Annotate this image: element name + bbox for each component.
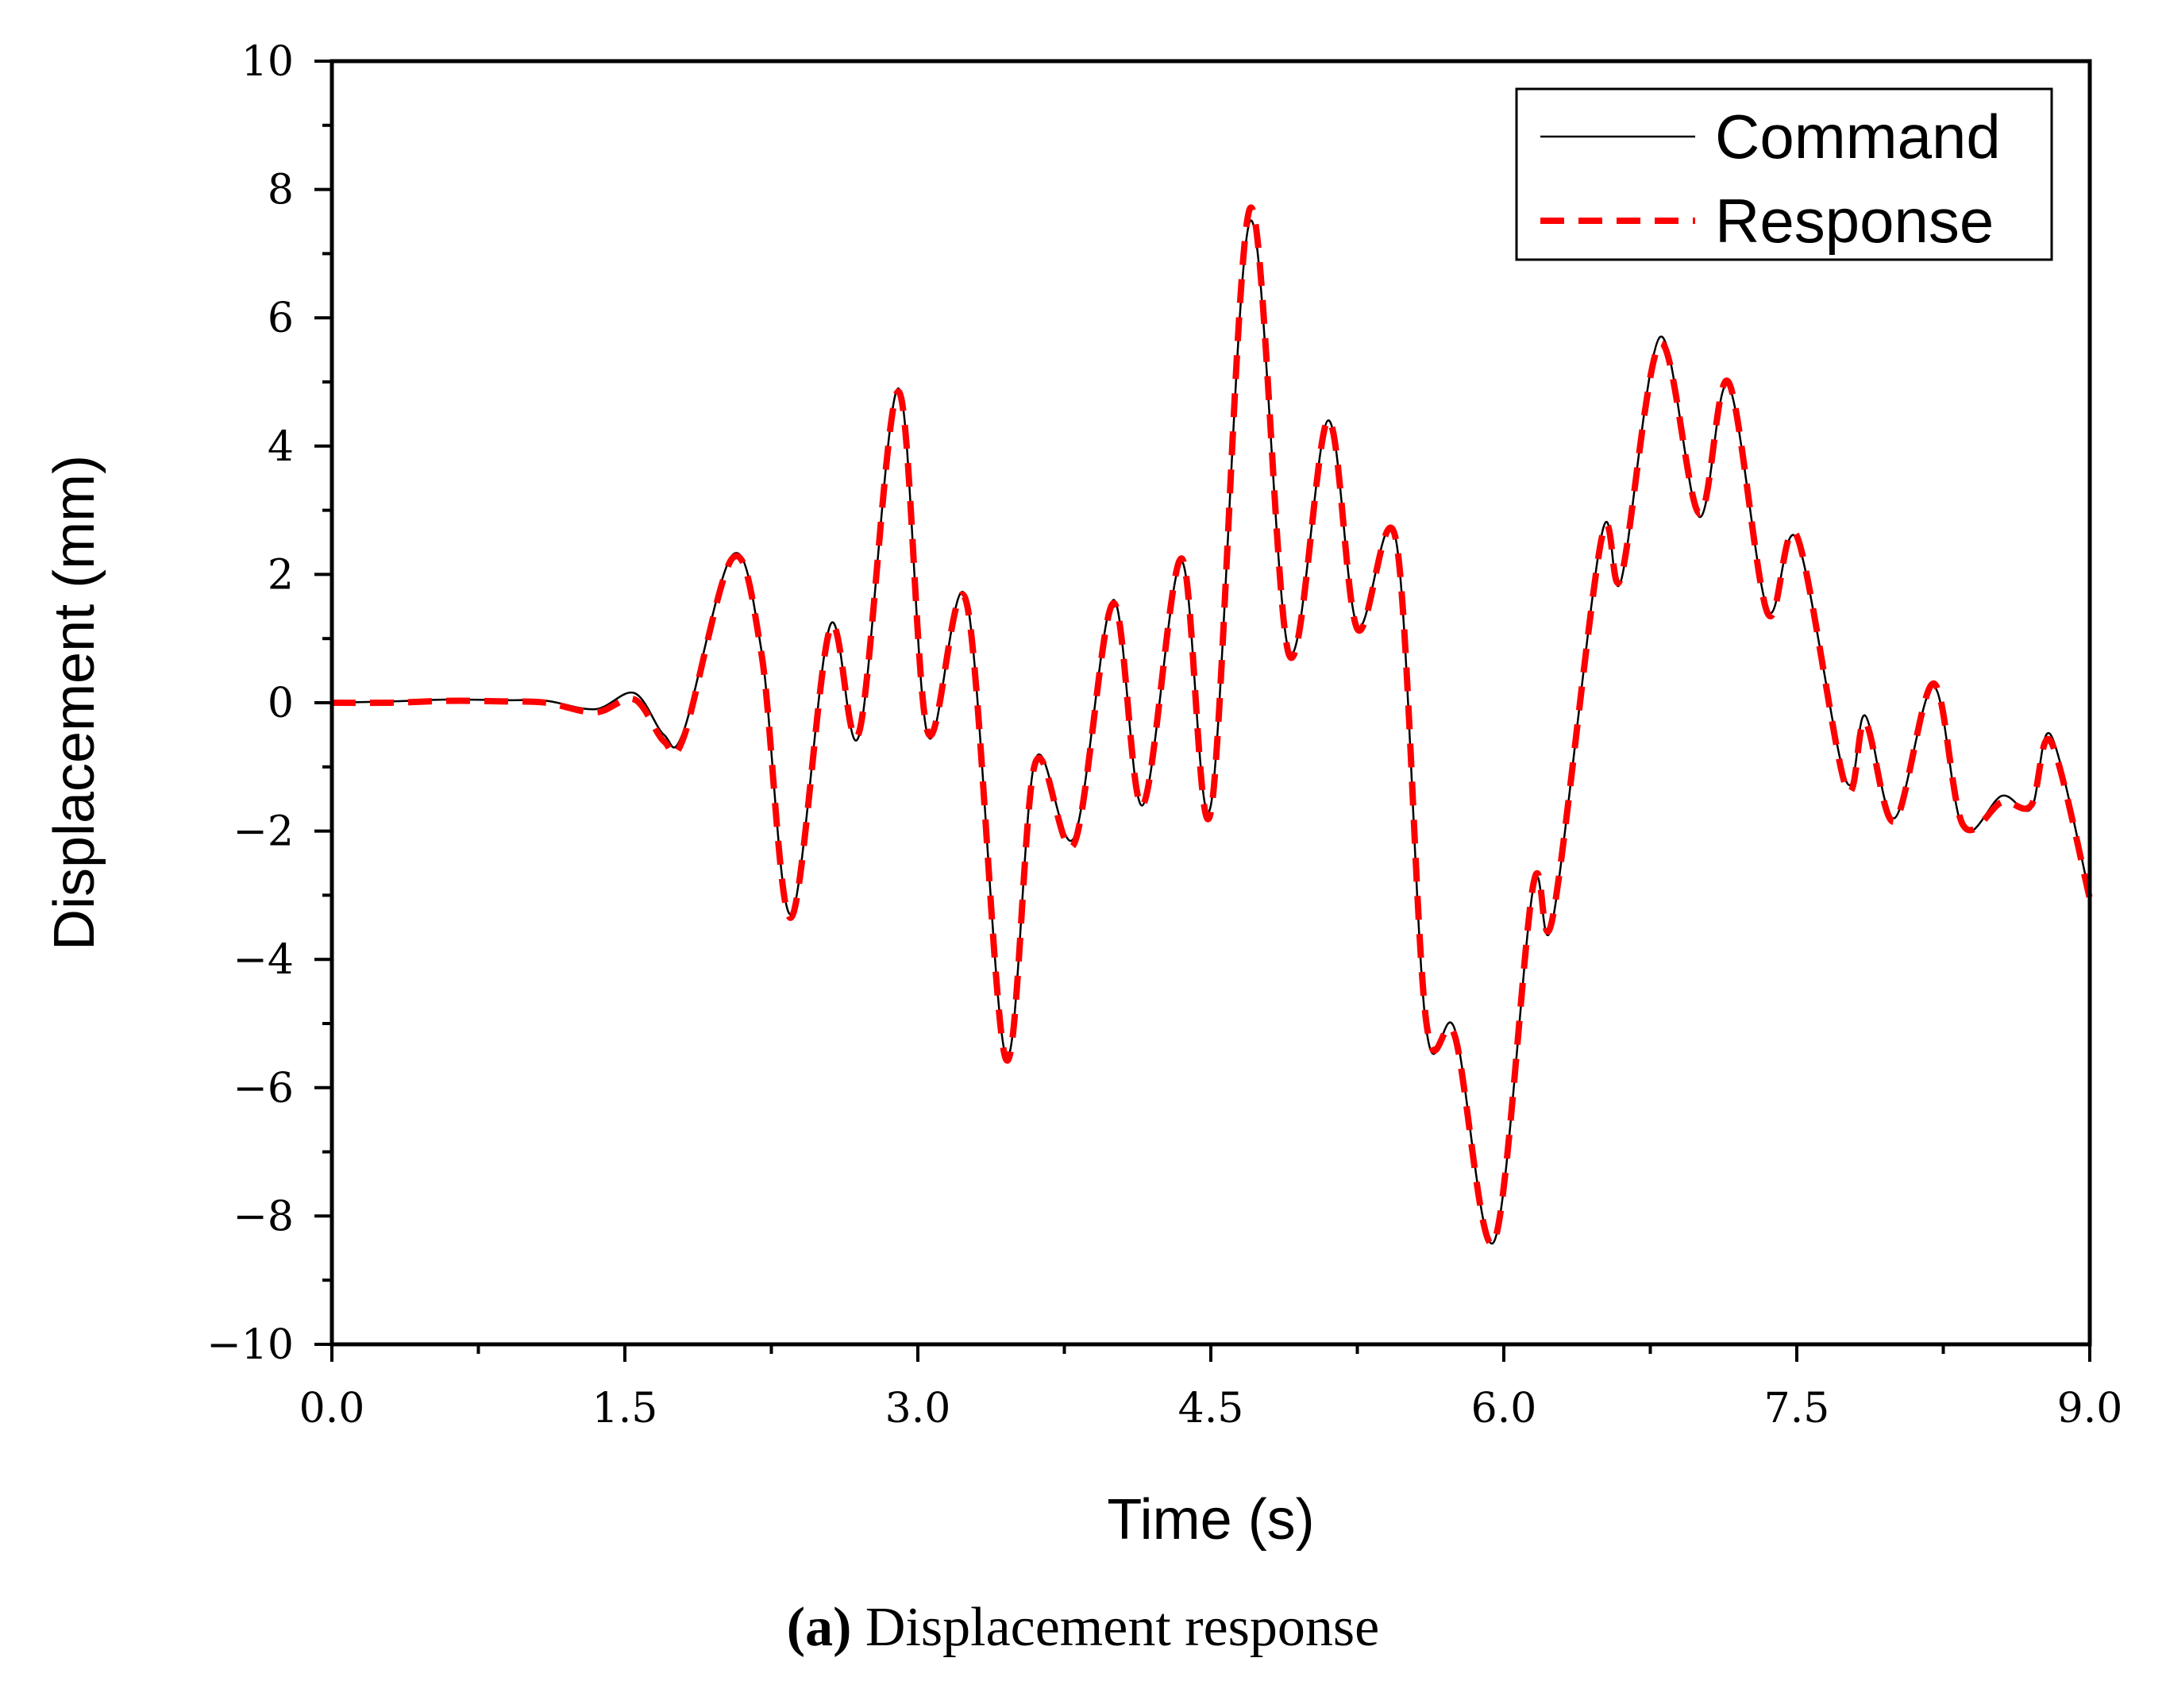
- legend: Command Response: [1515, 87, 2053, 261]
- ticks-layer: 0.0 1.5 3.0 4.5 6.0 7.5 9.0 −10 −8 −6 −4 −2 0 2 4 6 8 10: [206, 38, 2122, 1432]
- y-tick-label: 10: [241, 38, 294, 86]
- series-line-command: [331, 219, 2091, 1245]
- y-tick-label: 6: [268, 295, 294, 342]
- x-axis-title: Time (s): [1107, 1488, 1314, 1552]
- series-line-response: [331, 204, 2093, 1247]
- caption-label: (a): [786, 1597, 852, 1658]
- figure-caption: (a) Displacement response: [0, 1596, 2166, 1660]
- y-tick-label: 8: [268, 167, 294, 214]
- y-tick-label: −4: [233, 936, 294, 984]
- legend-label-command: Command: [1715, 102, 2001, 172]
- legend-label-response: Response: [1715, 186, 1994, 256]
- x-tick-label: 6.0: [1471, 1385, 1537, 1432]
- x-tick-label: 0.0: [299, 1385, 365, 1432]
- y-tick-label: 0: [268, 680, 294, 727]
- y-tick-label: 2: [268, 551, 294, 599]
- series-layer: [331, 204, 2093, 1247]
- legend-box: [1515, 87, 2053, 261]
- x-tick-label: 9.0: [2057, 1385, 2123, 1432]
- y-tick-label: −6: [233, 1065, 294, 1112]
- x-tick-label: 3.0: [885, 1385, 951, 1432]
- x-tick-label: 1.5: [592, 1385, 658, 1432]
- y-tick-label: 4: [268, 423, 294, 471]
- x-tick-label: 7.5: [1764, 1385, 1830, 1432]
- y-axis-title: Displacement (mm): [43, 455, 106, 950]
- caption-text: Displacement response: [851, 1597, 1380, 1658]
- x-tick-label: 4.5: [1178, 1385, 1244, 1432]
- y-tick-label: −10: [206, 1321, 294, 1369]
- y-tick-label: −2: [233, 808, 294, 856]
- y-tick-label: −8: [233, 1193, 294, 1240]
